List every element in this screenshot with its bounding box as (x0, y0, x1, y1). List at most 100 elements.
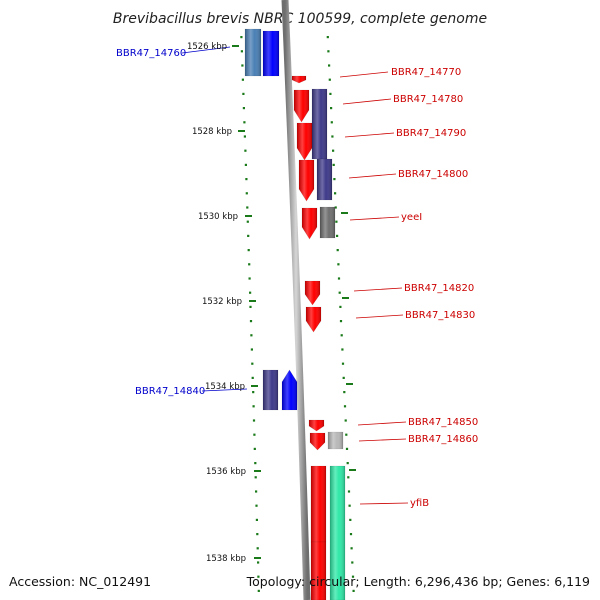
scale-dot (241, 64, 244, 67)
gene-bbr47-14820[interactable] (304, 280, 321, 306)
scale-dot (243, 121, 246, 124)
scale-dot (330, 107, 333, 110)
gene-bbr47-14860-red[interactable] (309, 432, 326, 451)
gene-bbr47-14840-a[interactable] (262, 369, 279, 411)
scale-dot (241, 78, 244, 81)
scale-dot (255, 490, 258, 493)
scale-dot (244, 149, 247, 152)
label-leader-line (201, 388, 248, 392)
left-tick-marks (232, 36, 261, 592)
scale-dot (254, 476, 257, 479)
scale-label-1534: 1534 kbp (205, 382, 245, 392)
scale-dot (340, 334, 343, 337)
scale-dot (249, 305, 252, 308)
scale-dot (334, 192, 337, 195)
scale-dot (343, 405, 347, 408)
scale-dot (352, 589, 355, 592)
label-leader-line (349, 216, 400, 221)
scale-dot (256, 533, 259, 536)
scale-dot (326, 36, 329, 39)
scale-major-tick (238, 130, 245, 132)
scale-major-tick (249, 300, 256, 302)
gene-bbr47-14790[interactable] (296, 122, 313, 161)
label-leader-line (358, 438, 407, 442)
scale-dot (347, 476, 350, 479)
scale-dot (242, 92, 245, 95)
gene-yeei[interactable] (319, 206, 336, 239)
label-leader-lines (181, 46, 409, 505)
gene-label-yeei[interactable]: yeeI (401, 212, 422, 223)
scale-dot (244, 163, 247, 166)
accession-text: Accession: NC_012491 (9, 574, 151, 589)
label-leader-line (342, 98, 392, 105)
gene-label-bbr47-14760[interactable]: BBR47_14760 (116, 48, 186, 59)
scale-dot (252, 419, 256, 422)
scale-dot (327, 50, 330, 53)
scale-dot (243, 135, 246, 138)
scale-dot (337, 277, 341, 280)
scale-dot (257, 561, 260, 564)
scale-dot (247, 234, 250, 237)
gene-bbr47-14860[interactable] (327, 431, 344, 450)
scale-dot (246, 220, 249, 223)
scale-label-1538: 1538 kbp (206, 554, 246, 564)
scale-dot (343, 391, 346, 394)
scale-major-tick (342, 297, 349, 299)
scale-dot (245, 192, 248, 195)
gene-bbr47-14780[interactable] (311, 88, 328, 160)
gene-label-bbr47-14770[interactable]: BBR47_14770 (391, 67, 461, 78)
scale-dot (345, 433, 348, 436)
scale-dot (253, 433, 256, 436)
gene-bbr47-14830[interactable] (305, 306, 322, 333)
gene-label-bbr47-14790[interactable]: BBR47_14790 (396, 128, 466, 139)
gene-label-yfib[interactable]: yfiB (410, 498, 429, 509)
scale-dot (252, 405, 255, 408)
gene-bbr47-14780-red[interactable] (293, 89, 310, 123)
gene-next-red[interactable] (310, 541, 327, 600)
scale-dot (257, 575, 260, 578)
scale-dot (331, 135, 334, 138)
gene-label-bbr47-14850[interactable]: BBR47_14850 (408, 417, 478, 428)
scale-dot (255, 518, 258, 521)
gene-bbr47-14840-b[interactable] (281, 369, 298, 411)
scale-dot (332, 149, 335, 152)
scale-dot (351, 575, 355, 578)
scale-label-1526: 1526 kbp (187, 42, 227, 52)
gene-yeei-red[interactable] (301, 207, 318, 240)
label-leader-line (357, 421, 407, 426)
scale-dot (333, 178, 336, 181)
scale-label-1532: 1532 kbp (202, 297, 242, 307)
scale-dot (248, 263, 251, 266)
scale-dot (345, 447, 349, 450)
scale-dot (337, 263, 340, 266)
gene-label-bbr47-14800[interactable]: BBR47_14800 (398, 169, 468, 180)
gene-label-bbr47-14840[interactable]: BBR47_14840 (135, 386, 205, 397)
scale-dot (257, 589, 260, 592)
gene-yfib-red[interactable] (310, 465, 327, 543)
scale-dot (336, 234, 339, 237)
scale-dot (330, 121, 333, 124)
gene-bbr47-14850[interactable] (308, 419, 325, 432)
scale-dot (349, 518, 352, 521)
gene-bbr47-14760-a[interactable] (244, 28, 262, 77)
gene-label-bbr47-14860[interactable]: BBR47_14860 (408, 434, 478, 445)
scale-major-tick (245, 215, 252, 217)
gene-bbr47-14760-b[interactable] (262, 30, 280, 77)
gene-label-bbr47-14830[interactable]: BBR47_14830 (405, 310, 475, 321)
gene-bbr47-14800-nav[interactable] (316, 158, 333, 201)
scale-label-1528: 1528 kbp (192, 127, 232, 137)
gene-label-bbr47-14820[interactable]: BBR47_14820 (404, 283, 474, 294)
gene-label-bbr47-14780[interactable]: BBR47_14780 (393, 94, 463, 105)
scale-dot (350, 547, 353, 550)
scale-dot (348, 504, 351, 507)
scale-major-tick (232, 45, 239, 47)
scale-dot (251, 376, 254, 379)
scale-dot (339, 305, 342, 308)
scale-major-tick (254, 557, 261, 559)
label-leader-line (355, 314, 404, 319)
scale-dot (247, 249, 250, 252)
scale-dot (248, 277, 251, 280)
gene-bbr47-14800[interactable] (298, 159, 315, 202)
topology-text: Topology: circular; Length: 6,296,436 bp… (246, 574, 590, 589)
gene-bbr47-14770[interactable] (291, 75, 307, 84)
